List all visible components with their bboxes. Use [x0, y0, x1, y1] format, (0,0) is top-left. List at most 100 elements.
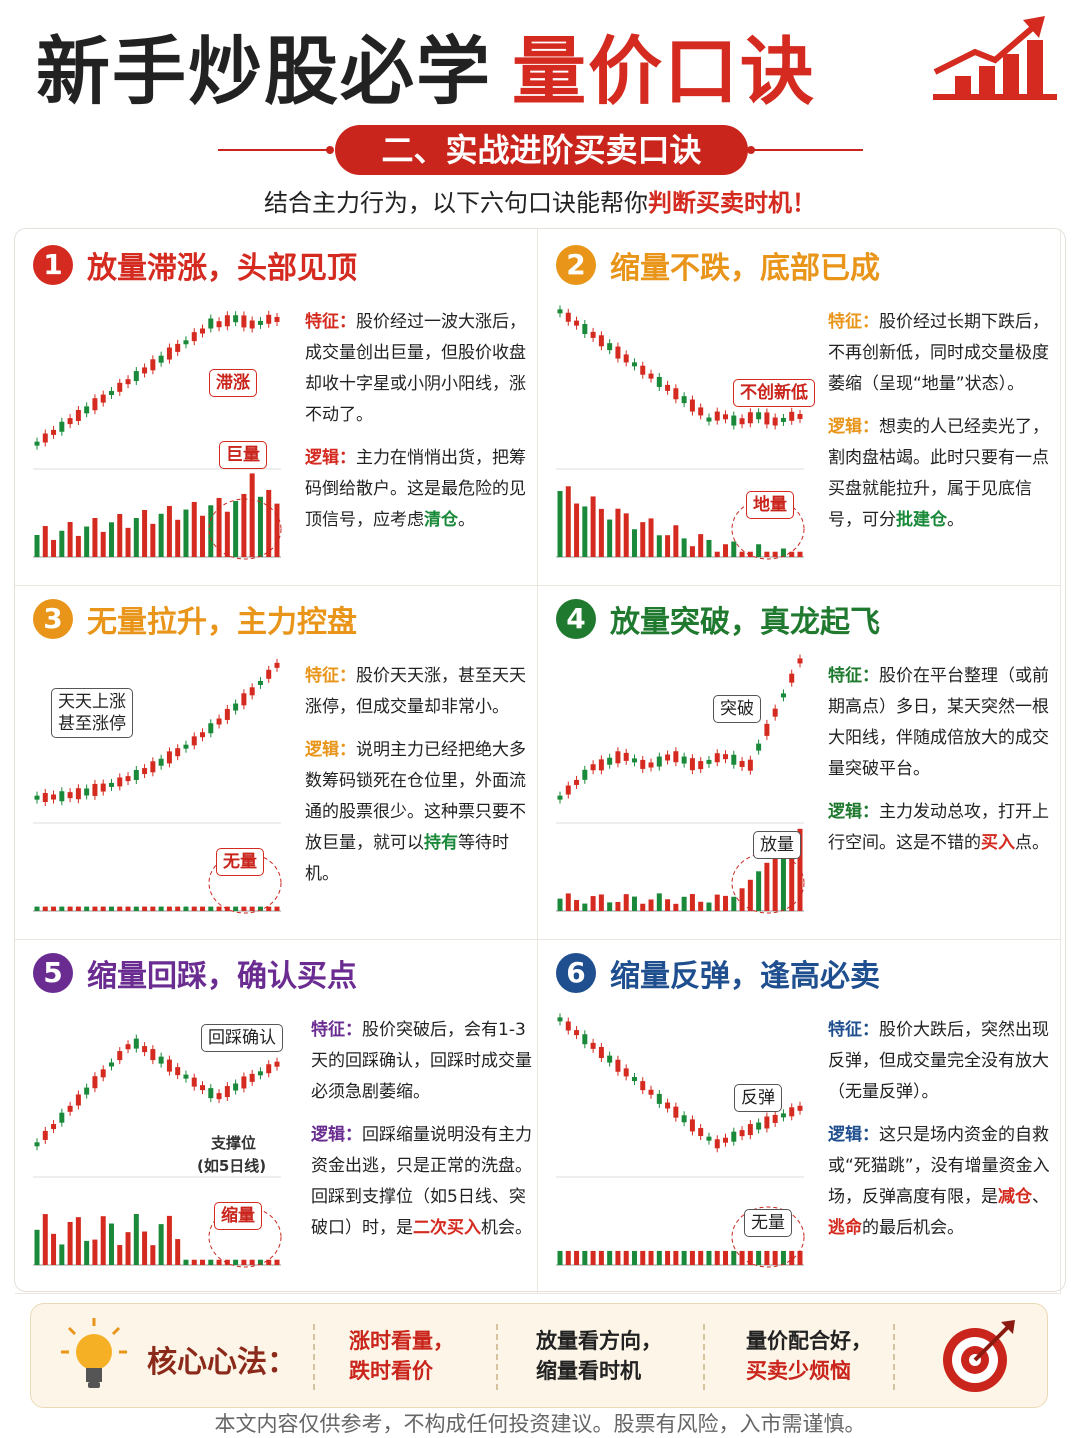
volume-bar	[191, 501, 197, 557]
volume-bar	[574, 503, 580, 557]
feature-label: 特征：	[311, 1020, 362, 1040]
candle-body	[42, 433, 48, 443]
chart-label: 天天上涨	[51, 688, 133, 715]
volume-bar	[640, 1250, 646, 1265]
volume-bar	[640, 522, 646, 557]
candle-body	[274, 316, 280, 322]
candle-body	[75, 1094, 81, 1106]
card: 3 无量拉升，主力控盘 天天上涨 甚至涨停 无量 特征：股价天天涨，甚至天天涨停，但成交量…	[15, 583, 538, 940]
candle-body	[714, 411, 720, 421]
card-title: 无量拉升，主力控盘	[87, 605, 357, 640]
logic-label: 逻辑：	[828, 802, 879, 822]
volume-bar	[780, 845, 786, 911]
mini-chart	[556, 1013, 805, 1268]
volume-bar	[714, 1250, 720, 1265]
volume-bar	[42, 1214, 48, 1265]
candle-body	[208, 723, 214, 734]
candle-body	[574, 779, 580, 785]
candle-body	[158, 1056, 164, 1064]
volume-bar	[51, 906, 57, 911]
logic-text: 点。	[1015, 833, 1049, 853]
candle-body	[789, 673, 795, 683]
volume-bar	[100, 906, 106, 911]
candle-body	[656, 1093, 662, 1104]
volume-bar	[34, 1229, 40, 1265]
volume-bar	[166, 1215, 172, 1265]
volume-bar	[689, 894, 695, 911]
feature-text: 股价突破后，会有1-3天的回踩确认，回踩时成交量必须急剧萎缩。	[311, 1020, 532, 1102]
volume-bar	[598, 894, 604, 911]
volume-bar	[723, 1250, 729, 1265]
volume-bar	[59, 1244, 65, 1265]
volume-bar	[108, 1223, 114, 1265]
candle-body	[274, 1061, 280, 1067]
candle-body	[191, 332, 197, 342]
candle-body	[100, 394, 106, 403]
volume-bar	[84, 526, 90, 557]
volume-bar	[681, 896, 687, 911]
badge-lines	[218, 146, 863, 154]
candle-body	[117, 1051, 123, 1061]
footer-label: 核心心法：	[147, 1345, 297, 1380]
volume-bar	[623, 894, 629, 911]
volume-bar	[108, 906, 114, 911]
candle-body	[233, 703, 239, 711]
candle-body	[142, 1046, 148, 1053]
candle-body	[166, 347, 172, 360]
candle-body	[689, 758, 695, 771]
volume-bar	[158, 1224, 164, 1265]
volume-bar	[67, 522, 73, 557]
volume-bar	[216, 1259, 222, 1265]
candle-body	[780, 417, 786, 422]
mini-chart	[556, 305, 805, 560]
chart-label: 不创新低	[733, 379, 815, 407]
card-title: 缩量不跌，底部已成	[610, 251, 880, 286]
candle-body	[756, 412, 762, 420]
candle-body	[797, 1105, 803, 1111]
volume-bar	[574, 900, 580, 911]
volume-bar	[266, 489, 272, 557]
tip: 放量看方向， 缩量看时机	[536, 1326, 662, 1386]
mini-chart	[33, 658, 282, 914]
title-text: 新手炒股必学	[36, 29, 492, 115]
candle-body	[565, 312, 571, 322]
chart-label: (如5日线)	[197, 1157, 267, 1175]
volume-bar	[249, 906, 255, 911]
candle-body	[175, 748, 181, 757]
candle-body	[764, 723, 770, 736]
candle-body	[257, 320, 263, 325]
candle-body	[150, 359, 156, 371]
card-title: 缩量回踩，确认买点	[87, 959, 357, 994]
volume-bar	[133, 518, 139, 557]
volume-bar	[208, 906, 214, 911]
volume-bar	[615, 508, 621, 557]
candle-body	[108, 390, 114, 395]
volume-bar	[665, 535, 671, 557]
volume-bar	[681, 538, 687, 557]
candle-body	[274, 662, 280, 668]
candle-body	[108, 782, 114, 787]
volume-bar	[615, 1250, 621, 1265]
logic-text: 等待时机。	[305, 833, 509, 884]
chart-label: 滞涨	[209, 369, 257, 397]
candle-body	[673, 751, 679, 763]
candle-body	[133, 1038, 139, 1049]
volume-bar	[274, 906, 280, 911]
candle-body	[266, 314, 272, 324]
candle-body	[731, 1131, 737, 1142]
candle-body	[59, 1112, 65, 1123]
candle-body	[92, 1076, 98, 1089]
logic-highlight: 买入	[981, 833, 1015, 853]
volume-bar	[125, 527, 131, 557]
target-icon	[943, 1320, 1015, 1392]
logic-text: 这只是场内资金的自救或“死猫跳”，没有增量资金入场，反弹高度有限，是	[828, 1125, 1050, 1207]
candle-body	[150, 1049, 156, 1061]
volume-bar	[208, 505, 214, 557]
candle-body	[67, 418, 73, 425]
candle-body	[590, 1042, 596, 1049]
logic-highlight: 清仓	[424, 510, 458, 530]
volume-bar	[166, 906, 172, 911]
logic-text: 说明主力已经把绝大多数筹码锁死在仓位里，外面流通的股票很少。这种票只要不放巨量，…	[305, 740, 526, 853]
rising-chart-icon	[933, 16, 1057, 100]
candle-body	[75, 409, 81, 421]
